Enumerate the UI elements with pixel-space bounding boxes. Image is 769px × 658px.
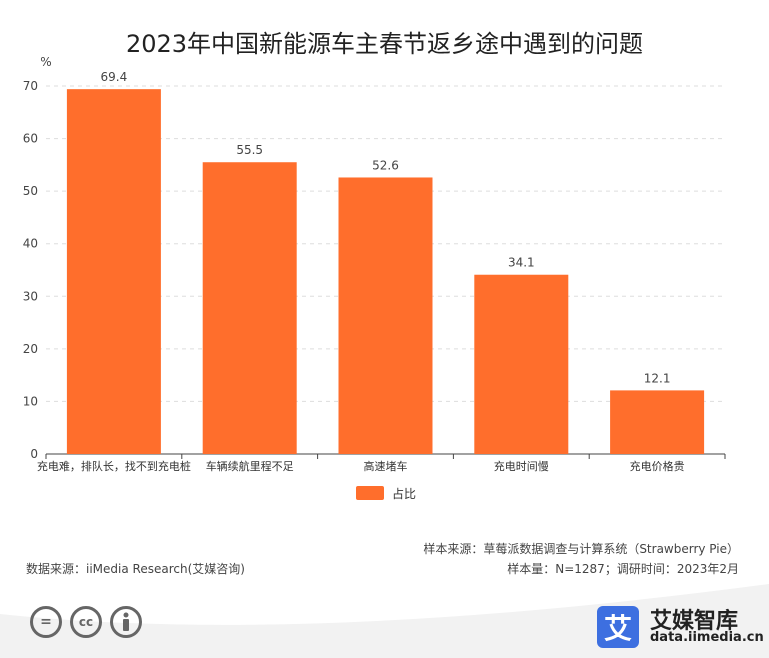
- y-tick-label: 30: [23, 289, 38, 303]
- bar: [338, 177, 433, 454]
- bar: [610, 390, 705, 454]
- x-tick-label: 车辆续航里程不足: [206, 459, 294, 473]
- y-tick-label: 40: [23, 237, 38, 251]
- y-tick-label: 60: [23, 132, 38, 146]
- bar: [202, 162, 297, 454]
- data-label: 34.1: [508, 256, 535, 270]
- bar: [474, 274, 569, 454]
- x-tick-label: 充电时间慢: [494, 459, 549, 473]
- data-label: 69.4: [101, 70, 128, 84]
- sample-source: 样本来源：草莓派数据调查与计算系统（Strawberry Pie）: [423, 542, 739, 556]
- y-tick-label: 20: [23, 342, 38, 356]
- person-icon: [110, 606, 142, 638]
- brand-url: data.iimedia.cn: [650, 630, 764, 645]
- bar-chart: % 0 10 20 30 40 50 60 70 69.4 充电难，排队长，找不到充电桩 55.5 车辆…: [23, 55, 726, 473]
- y-axis-unit: %: [40, 55, 51, 69]
- brand-name: 艾媒智库: [650, 609, 739, 634]
- y-tick-label: 70: [23, 79, 38, 93]
- x-tick-label: 高速堵车: [364, 459, 408, 473]
- y-tick-label: 0: [30, 447, 38, 461]
- sample-info: 样本量：N=1287；调研时间：2023年2月: [507, 562, 739, 576]
- x-tick-label: 充电难，排队长，找不到充电桩: [37, 459, 191, 473]
- data-label: 12.1: [644, 371, 671, 385]
- data-source: 数据来源：iiMedia Research(艾媒咨询): [26, 562, 245, 576]
- legend-swatch: [356, 486, 384, 500]
- data-label: 52.6: [372, 158, 399, 172]
- x-tick-label: 充电价格贵: [630, 459, 685, 473]
- legend-label: 占比: [392, 486, 417, 501]
- bar: [66, 89, 161, 454]
- y-tick-label: 50: [23, 184, 38, 198]
- footer-background: [0, 584, 769, 658]
- data-label: 55.5: [236, 143, 263, 157]
- legend[interactable]: 占比: [356, 485, 416, 501]
- chart-title: 2023年中国新能源车主春节返乡途中遇到的问题: [125, 30, 644, 58]
- y-tick-label: 10: [23, 394, 38, 408]
- cc-icon: cc: [70, 606, 102, 638]
- equals-icon: =: [30, 606, 62, 638]
- brand-logo-icon: 艾: [597, 606, 639, 648]
